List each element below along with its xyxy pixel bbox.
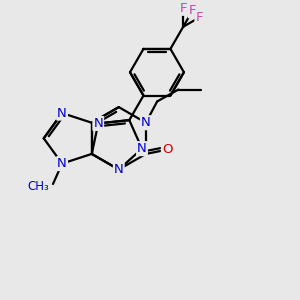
Text: F: F xyxy=(195,11,203,24)
Text: F: F xyxy=(189,4,196,17)
Text: N: N xyxy=(57,106,67,120)
Text: N: N xyxy=(137,142,147,155)
Text: N: N xyxy=(141,116,151,129)
Text: N: N xyxy=(93,117,103,130)
Text: N: N xyxy=(114,163,124,176)
Text: N: N xyxy=(57,157,67,170)
Text: F: F xyxy=(179,2,187,15)
Text: O: O xyxy=(162,143,172,156)
Text: CH₃: CH₃ xyxy=(27,180,49,193)
